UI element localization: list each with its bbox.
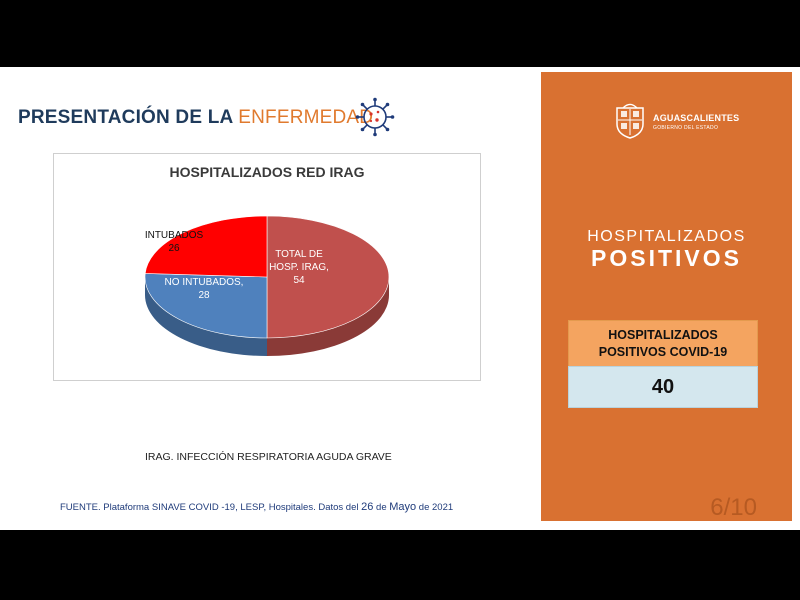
footnote: IRAG. INFECCIÓN RESPIRATORIA AGUDA GRAVE [145, 451, 392, 463]
pie-slice-2 [144, 215, 268, 278]
source-day: 26 [361, 501, 374, 513]
data-label-1: 28 [198, 290, 210, 301]
slice-label-0: TOTAL DE [275, 249, 323, 260]
title-accent: ENFERMEDAD [238, 107, 374, 128]
page-title: PRESENTACIÓN DE LA ENFERMEDAD [18, 107, 373, 129]
pie-chart-svg: TOTAL DE HOSP. IRAG, 54 NO INTUBADOS, 28 INTU… [144, 215, 390, 356]
title-main: PRESENTACIÓN DE LA [18, 107, 233, 128]
source-suffix: de 2021 [418, 502, 454, 513]
panel-heading-line1: HOSPITALIZADOS [587, 228, 746, 245]
source-month: Mayo [389, 501, 417, 513]
brand-name: AGUASCALIENTES [653, 113, 740, 123]
virus-icon [355, 97, 395, 137]
pie-slice-1 [144, 273, 268, 339]
data-label-2: 26 [168, 243, 180, 254]
slice-label-0: HOSP. IRAG, [269, 262, 329, 273]
data-label-0: 54 [293, 275, 305, 286]
pie-chart: HOSPITALIZADOS RED IRAG TOTAL DE HOSP. IR… [53, 153, 481, 381]
page-number: 6/10 [710, 494, 757, 521]
stat-label-line1: HOSPITALIZADOS [608, 328, 718, 342]
stat-value: 40 [568, 366, 758, 408]
source-text: FUENTE. Plataforma SINAVE COVID -19, LES… [60, 501, 453, 513]
coat-of-arms-logo [616, 103, 644, 139]
source-prefix: FUENTE. Plataforma SINAVE COVID -19, LES… [60, 502, 359, 513]
source-middle: de [376, 502, 387, 513]
stat-label-line2: POSITIVOS COVID-19 [598, 345, 728, 359]
pie-slice-0 [266, 215, 390, 339]
chart-title: HOSPITALIZADOS RED IRAG [169, 164, 365, 180]
slice-label-1: NO INTUBADOS, [165, 277, 244, 288]
stat-label: HOSPITALIZADOS POSITIVOS COVID-19 [568, 320, 758, 368]
side-panel: AGUASCALIENTES GOBIERNO DEL ESTADO HOSPI… [541, 72, 792, 521]
slide: PRESENTACIÓN DE LA ENFERMEDAD HOSPITALIZ… [0, 67, 800, 530]
panel-heading-line2: POSITIVOS [591, 245, 742, 271]
brand-subtitle: GOBIERNO DEL ESTADO [653, 125, 719, 131]
slice-label-2: INTUBADOS [145, 230, 204, 241]
